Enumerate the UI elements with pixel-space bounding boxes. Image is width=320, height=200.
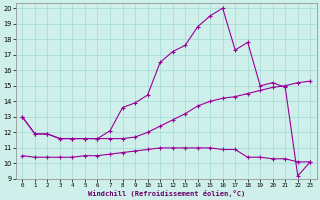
X-axis label: Windchill (Refroidissement éolien,°C): Windchill (Refroidissement éolien,°C) xyxy=(88,190,245,197)
